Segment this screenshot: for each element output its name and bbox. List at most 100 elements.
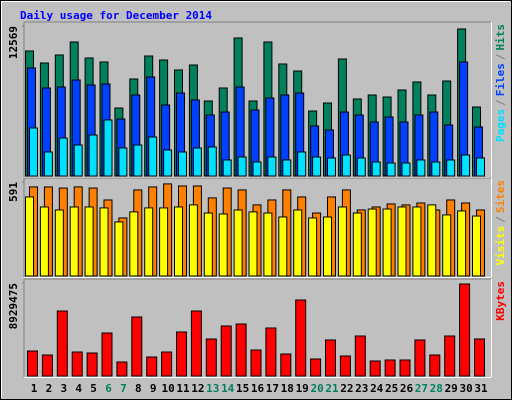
legend-separator: / — [494, 99, 507, 106]
legend-entry: KBytes — [494, 281, 507, 321]
x-tick-label: 20 — [310, 382, 323, 395]
x-tick-label: 6 — [105, 382, 112, 395]
bar — [337, 206, 347, 277]
x-tick-label: 14 — [221, 382, 235, 395]
bar — [69, 206, 79, 277]
bar — [399, 359, 411, 377]
chart-title: Daily usage for December 2014 — [20, 9, 212, 22]
bar — [416, 159, 426, 177]
bar — [308, 217, 318, 277]
x-tick-label: 12 — [191, 382, 204, 395]
legend-separator: / — [494, 53, 507, 60]
bar — [412, 206, 422, 277]
bar — [250, 349, 262, 377]
x-tick-label: 17 — [266, 382, 279, 395]
bar — [99, 207, 109, 277]
bar — [235, 323, 247, 377]
bar — [263, 212, 273, 277]
x-tick-label: 15 — [236, 382, 249, 395]
legend: KBytes — [494, 281, 507, 321]
bar — [116, 361, 128, 377]
bar — [27, 350, 38, 377]
bar — [190, 310, 202, 377]
bar — [146, 356, 158, 377]
bar — [218, 213, 228, 277]
bar — [220, 325, 232, 377]
x-tick-label: 19 — [296, 382, 309, 395]
bar — [71, 351, 83, 377]
bar — [461, 154, 471, 177]
bar — [386, 162, 396, 177]
bar — [88, 134, 98, 177]
bar — [297, 151, 307, 177]
bar — [56, 310, 68, 377]
bar — [207, 146, 217, 177]
bar — [84, 206, 94, 277]
x-tick-label: 23 — [355, 382, 368, 395]
x-tick-label: 18 — [281, 382, 294, 395]
bar — [29, 127, 38, 177]
bar — [325, 339, 336, 377]
x-tick-label: 8 — [135, 382, 142, 395]
bar — [327, 157, 336, 177]
legend-entry: Sites — [494, 180, 507, 213]
bar — [442, 214, 452, 277]
x-tick-label: 16 — [251, 382, 265, 395]
bar — [101, 332, 113, 377]
y-tick-label: 591 — [7, 182, 20, 202]
bar — [163, 149, 173, 177]
bar — [278, 216, 288, 277]
x-tick-label: 5 — [90, 382, 97, 395]
x-tick-label: 13 — [206, 382, 219, 395]
x-tick-label: 9 — [150, 382, 157, 395]
bar — [103, 119, 113, 177]
bar — [356, 157, 366, 177]
x-tick-label: 28 — [430, 382, 443, 395]
bar — [382, 208, 392, 277]
x-tick-label: 21 — [325, 382, 339, 395]
bar — [401, 162, 411, 177]
x-tick-label: 31 — [474, 382, 488, 395]
x-tick-label: 25 — [385, 382, 398, 395]
bar — [476, 157, 485, 177]
legend-entry: Pages — [494, 109, 507, 142]
bar — [310, 358, 322, 377]
bar — [148, 136, 158, 177]
bar — [86, 352, 98, 377]
bar — [431, 161, 441, 177]
bar — [176, 331, 187, 377]
legend: Visits / Sites — [494, 180, 507, 266]
legend-entry: Visits — [494, 226, 507, 266]
x-tick-label: 4 — [75, 382, 82, 395]
bar — [457, 210, 467, 277]
bar — [222, 159, 232, 177]
bar — [293, 209, 303, 277]
bar — [280, 353, 292, 377]
bar — [73, 144, 83, 177]
bar — [427, 204, 437, 277]
bar — [129, 211, 139, 277]
bar — [295, 299, 307, 377]
bar — [371, 161, 381, 177]
bar — [265, 327, 277, 377]
y-tick-label: 12569 — [7, 26, 20, 59]
bar — [367, 208, 377, 277]
bar — [446, 159, 456, 177]
x-tick-label: 11 — [176, 382, 190, 395]
bar — [188, 204, 198, 277]
x-tick-label: 1 — [31, 382, 38, 395]
x-tick-label: 29 — [445, 382, 458, 395]
bar — [39, 206, 49, 277]
bar — [118, 147, 128, 177]
bar — [203, 212, 213, 277]
bar — [397, 206, 407, 277]
bar — [205, 338, 217, 377]
bar — [159, 207, 169, 277]
x-tick-label: 22 — [340, 382, 353, 395]
bar — [267, 156, 277, 177]
x-tick-label: 30 — [459, 382, 472, 395]
bar — [144, 207, 154, 277]
x-tick-label: 24 — [370, 382, 384, 395]
legend-separator: / — [494, 216, 507, 223]
bar — [339, 355, 351, 377]
